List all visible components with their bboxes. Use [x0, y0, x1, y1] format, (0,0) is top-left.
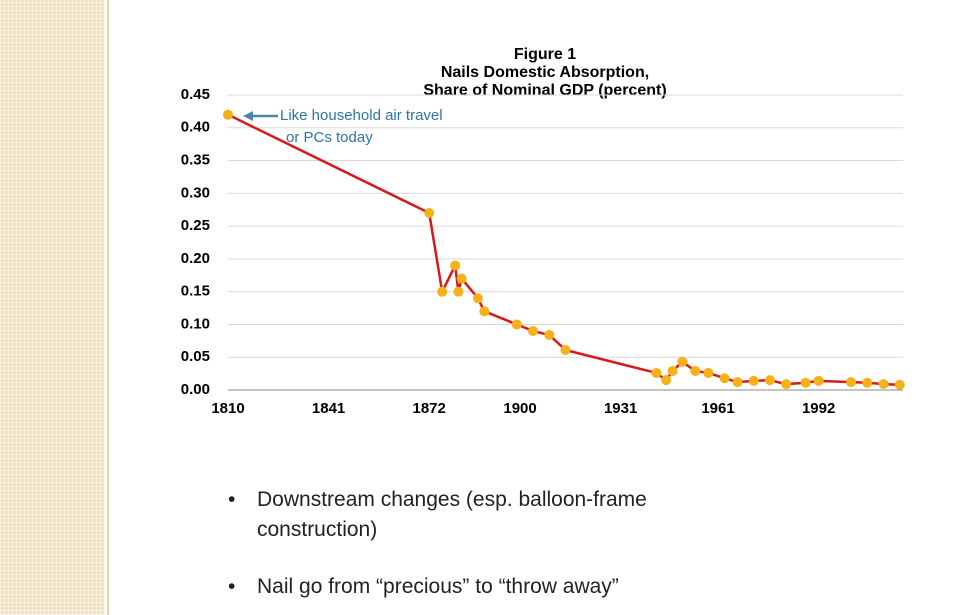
bullet-text: Nail go from “precious” to “throw away” — [257, 575, 619, 598]
chart-subtitle: Nails Domestic Absorption, — [441, 64, 649, 81]
data-point — [544, 329, 555, 340]
y-tick-label: 0.25 — [181, 217, 210, 234]
x-tick-label: 1810 — [211, 400, 244, 417]
chart-title: Figure 1 — [514, 46, 576, 63]
decor-edge — [107, 0, 109, 615]
data-point — [703, 367, 714, 378]
data-line — [227, 113, 900, 387]
y-tick-label: 0.30 — [181, 184, 210, 201]
y-tick-label: 0.10 — [181, 315, 210, 332]
annotation: or PCs today — [286, 129, 373, 146]
y-tick-label: 0.40 — [181, 119, 210, 136]
x-tick-label: 1961 — [701, 400, 734, 417]
data-point — [479, 306, 490, 317]
x-tick-label: 1992 — [802, 400, 835, 417]
data-point — [223, 109, 233, 120]
data-point — [719, 373, 730, 384]
decor-stripe — [0, 0, 105, 615]
data-point — [560, 345, 571, 356]
chart-subtitle: Share of Nominal GDP (percent) — [423, 82, 666, 99]
x-tick-label: 1900 — [503, 400, 536, 417]
y-tick-label: 0.20 — [181, 250, 210, 267]
data-point — [661, 375, 672, 386]
x-tick-label: 1872 — [413, 400, 446, 417]
data-point — [813, 375, 824, 386]
data-point — [894, 379, 905, 390]
data-point — [748, 375, 759, 386]
y-tick-label: 0.35 — [181, 152, 210, 169]
x-tick-label: 1931 — [604, 400, 637, 417]
data-point — [667, 365, 678, 376]
data-point — [437, 286, 448, 297]
data-point — [677, 356, 688, 367]
annotation-arrowhead — [243, 111, 253, 121]
data-point — [651, 367, 662, 378]
annotation: Like household air travel — [280, 107, 443, 124]
y-tick-label: 0.00 — [181, 381, 210, 398]
data-point — [450, 260, 461, 271]
data-point — [878, 379, 889, 390]
data-point — [424, 208, 435, 218]
data-point — [764, 375, 775, 386]
data-point — [528, 326, 539, 336]
y-tick-label: 0.45 — [181, 86, 210, 103]
data-point — [690, 365, 701, 376]
bullet-item: • Nail go from “precious” to “throw away” — [228, 572, 677, 602]
data-point — [732, 377, 743, 388]
y-tick-label: 0.15 — [181, 283, 210, 300]
data-point — [453, 286, 464, 297]
bullet-item: • Downstream changes (esp. balloon-frame … — [228, 485, 677, 545]
y-tick-label: 0.05 — [181, 348, 210, 365]
data-point — [511, 319, 522, 330]
data-point — [846, 377, 857, 388]
bullet-text: Downstream changes (esp. balloon-frame c… — [257, 488, 647, 541]
data-point — [800, 377, 811, 388]
data-point — [862, 377, 873, 388]
data-point — [781, 379, 792, 390]
x-tick-label: 1841 — [312, 400, 345, 417]
data-point — [456, 273, 467, 284]
data-point — [472, 293, 483, 304]
